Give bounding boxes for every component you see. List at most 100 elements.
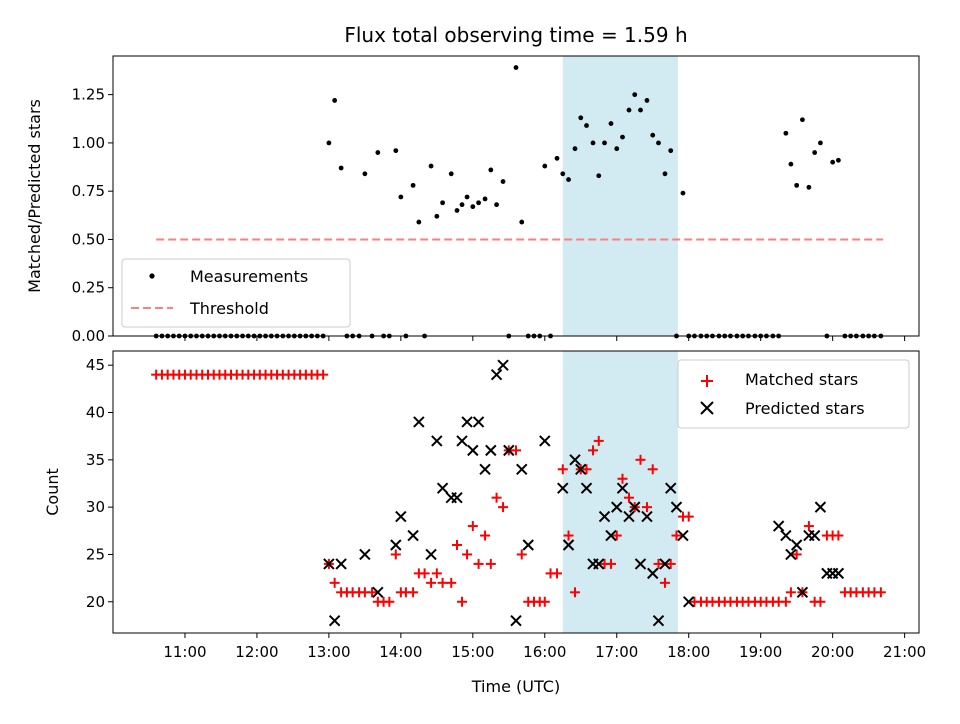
matched-star-point — [390, 549, 401, 560]
bottom-x-tick-label: 21:00 — [883, 643, 926, 661]
predicted-star-point — [593, 558, 605, 570]
predicted-star-point — [335, 558, 347, 570]
matched-star-point — [384, 596, 395, 607]
bottom-x-tick-label: 11:00 — [163, 643, 206, 661]
matched-star-point — [426, 577, 437, 588]
measurement-point — [566, 177, 571, 182]
observing-interval-shade — [562, 56, 678, 336]
top-y-tick-label: 1.25 — [72, 86, 105, 104]
predicted-star-point — [503, 444, 515, 457]
predicted-star-point — [557, 482, 569, 494]
matched-star-point — [617, 473, 628, 484]
observing-interval-shade — [562, 351, 678, 633]
measurement-point — [602, 140, 607, 146]
bottom-y-tick-label: 40 — [86, 404, 105, 422]
predicted-star-point — [659, 558, 671, 570]
predicted-star-point — [785, 548, 797, 561]
predicted-star-point — [569, 454, 581, 466]
matched-star-point — [462, 549, 473, 560]
measurement-point — [459, 202, 465, 208]
predicted-star-point — [522, 539, 534, 551]
matched-star-point — [511, 445, 521, 456]
top-y-axis-label: Matched/Predicted stars — [25, 99, 44, 293]
measurement-point — [560, 171, 566, 177]
bottom-x-tick-label: 16:00 — [523, 643, 566, 661]
measurement-point — [800, 117, 805, 123]
predicted-star-point — [407, 529, 419, 542]
predicted-star-point — [641, 510, 653, 523]
predicted-star-point — [490, 368, 503, 381]
measurement-point — [500, 179, 506, 184]
predicted-star-point — [497, 359, 509, 371]
predicted-star-point — [796, 586, 809, 599]
measurement-point — [519, 219, 525, 225]
matched-star-point — [318, 369, 329, 380]
measurement-point — [830, 159, 836, 165]
measurement-point — [632, 92, 638, 98]
bottom-y-tick-label: 35 — [86, 451, 105, 469]
top-plot-frame — [112, 55, 920, 337]
measurement-point — [788, 161, 794, 167]
bottom-legend: Matched stars Predicted stars — [677, 359, 910, 429]
matched-star-point — [467, 521, 478, 532]
matched-star-point — [446, 577, 457, 588]
matched-star-point — [367, 587, 378, 598]
predicted-star-point — [390, 539, 402, 551]
matched-star-point — [516, 549, 527, 560]
matched-star-point — [683, 511, 694, 522]
measurement-point — [584, 123, 589, 128]
bottom-x-tick-label: 19:00 — [739, 643, 782, 661]
measurement-point — [572, 146, 578, 152]
top-y-tick-label: 0.50 — [72, 230, 105, 248]
measurement-point — [783, 130, 789, 136]
bottom-x-tick-label: 14:00 — [379, 643, 422, 661]
measurement-point — [362, 171, 368, 177]
legend-predicted-label: Predicted stars — [745, 399, 865, 418]
measurement-point — [476, 200, 481, 206]
matched-star-point — [785, 587, 796, 598]
measurement-point — [554, 155, 560, 161]
bottom-x-tick-label: 15:00 — [451, 643, 494, 661]
predicted-star-point — [456, 435, 468, 447]
bottom-y-tick-label: 30 — [86, 498, 105, 516]
predicted-star-point — [395, 510, 407, 523]
predicted-star-point — [479, 463, 491, 475]
predicted-star-point — [772, 520, 785, 532]
measurement-point — [542, 163, 548, 169]
measurement-point — [428, 163, 434, 169]
predicted-star-point — [670, 501, 683, 513]
bottom-y-axis-label: Count — [43, 468, 62, 516]
measurement-point — [638, 107, 643, 113]
matched-star-point — [408, 587, 419, 598]
measurement-point — [662, 171, 668, 177]
legend-predicted-marker — [700, 401, 714, 415]
legend-matched-label: Matched stars — [745, 370, 858, 389]
predicted-star-point — [616, 482, 629, 494]
bottom-x-tick-label: 20:00 — [811, 643, 854, 661]
bottom-y-tick-label: 45 — [86, 356, 105, 374]
predicted-star-point — [431, 435, 443, 447]
measurement-point — [454, 208, 460, 213]
matched-star-point — [605, 558, 616, 569]
predicted-star-point — [808, 529, 821, 542]
bottom-x-tick-label: 17:00 — [595, 643, 638, 661]
matched-star-point — [431, 568, 442, 579]
measurement-point — [513, 65, 519, 70]
matched-star-point — [480, 530, 491, 541]
predicted-star-point — [461, 416, 473, 428]
matched-star-point — [570, 587, 581, 598]
measurement-point — [596, 173, 602, 179]
matched-star-point — [833, 530, 844, 541]
matched-star-point — [498, 502, 509, 513]
measurement-point — [393, 148, 399, 154]
predicted-star-point — [472, 416, 485, 428]
predicted-star-point — [683, 596, 695, 608]
measurement-point — [836, 157, 841, 163]
measurement-point — [620, 134, 625, 140]
x-axis-label: Time (UTC) — [471, 677, 560, 696]
matched-star-point — [665, 558, 676, 569]
predicted-star-point — [677, 529, 689, 542]
predicted-star-point — [652, 614, 665, 627]
predicted-star-point — [647, 567, 659, 580]
